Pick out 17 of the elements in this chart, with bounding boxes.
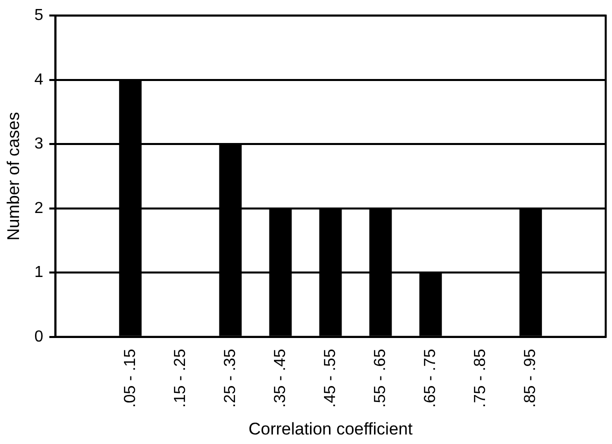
x-tick-label: .65 - .75	[422, 348, 439, 408]
x-tick-label: .35 - .45	[272, 348, 289, 408]
x-tick-label: .05 - .15	[122, 348, 139, 408]
y-tick-label: 4	[34, 71, 44, 88]
y-tick-label: 0	[34, 328, 44, 346]
x-tick-label: .75 - .85	[472, 348, 490, 408]
x-axis-title: Correlation coefficient	[248, 419, 413, 438]
y-tick-label: 3	[34, 136, 44, 153]
y-tick-label: 5	[34, 7, 44, 24]
x-tick-label: .45 - .55	[322, 348, 339, 408]
y-tick-label: 1	[34, 264, 44, 282]
y-tick-label: 2	[34, 200, 44, 217]
x-tick-label: .85 - .95	[522, 348, 540, 408]
x-tick-label: .25 - .35	[222, 348, 239, 408]
x-tick-label: .55 - .65	[372, 348, 389, 408]
y-axis-title: Number of cases	[4, 112, 23, 240]
x-tick-label: .15 - .25	[172, 348, 189, 408]
